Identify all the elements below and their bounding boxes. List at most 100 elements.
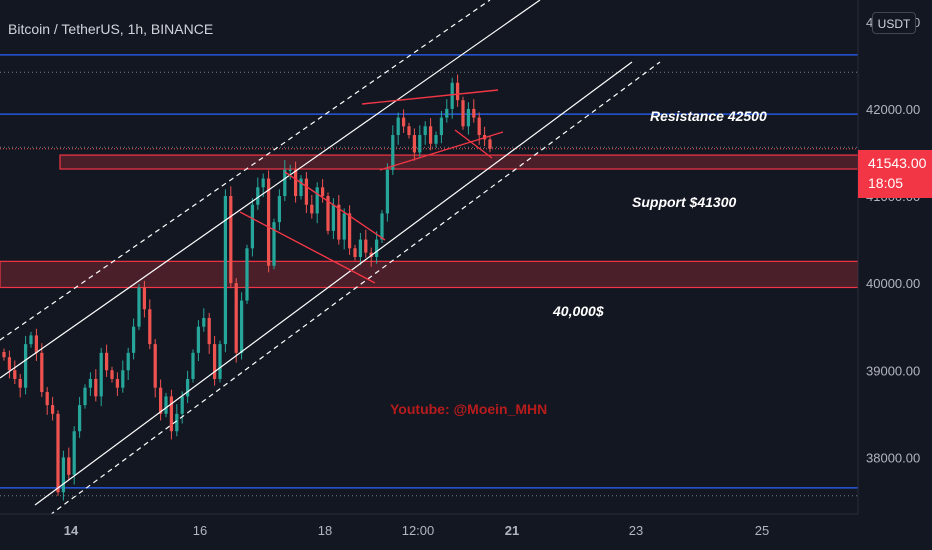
x-tick-label: 14 — [64, 523, 79, 538]
candle-body — [445, 108, 449, 118]
candle-body — [364, 239, 368, 253]
candle-body — [148, 309, 152, 345]
support-label: Support $41300 — [632, 194, 737, 210]
candle-body — [261, 178, 265, 188]
candle-body — [472, 108, 476, 118]
candle-body — [196, 326, 201, 353]
candle-body — [115, 378, 120, 388]
candle-body — [202, 317, 206, 327]
x-tick-label: 12:00 — [402, 523, 435, 538]
candle-body — [94, 378, 98, 397]
watermark-text: Youtube: @Moein_MHN — [390, 401, 548, 417]
candle-body — [175, 413, 179, 432]
triangle-upper-line — [361, 89, 499, 105]
candle-body — [83, 387, 87, 406]
candle-body — [137, 287, 141, 327]
price-axis-panel — [858, 0, 932, 514]
candle-body — [18, 378, 22, 388]
candle-body — [466, 108, 471, 127]
candle-body — [396, 117, 400, 136]
candle-body — [412, 135, 417, 153]
candle-countdown: 18:05 — [868, 175, 904, 191]
candle-body — [110, 370, 114, 379]
candle-body — [358, 239, 363, 257]
candle-body — [169, 396, 174, 432]
candle-body — [391, 135, 395, 170]
candle-body — [272, 222, 276, 266]
candle-body — [121, 370, 125, 388]
candle-body — [331, 204, 336, 231]
candle-body — [428, 126, 433, 144]
candle-body — [23, 344, 28, 388]
trend-drawings-layer — [0, 0, 661, 516]
candle-body — [77, 405, 82, 432]
zone-box-1 — [0, 260, 859, 289]
channel-upper-dashed-line — [0, 0, 491, 341]
x-tick-label: 16 — [193, 523, 207, 538]
y-tick-label: 38000.00 — [866, 450, 920, 465]
candle-body — [342, 213, 346, 240]
candle-body — [250, 204, 255, 249]
candle-body — [277, 196, 282, 223]
candle-body — [99, 352, 103, 397]
x-tick-label: 23 — [629, 523, 643, 538]
candle-body — [353, 248, 357, 257]
candle-body — [223, 196, 228, 345]
candle-body — [229, 196, 233, 284]
candle-body — [434, 135, 438, 144]
candle-body — [418, 135, 422, 153]
candle-body — [304, 178, 309, 205]
candle-body — [488, 139, 492, 149]
zone-box-0 — [59, 154, 859, 170]
y-tick-label: 40000.00 — [866, 276, 920, 291]
candle-body — [283, 169, 287, 197]
y-tick-label: 42000.00 — [866, 102, 920, 117]
candle-body — [266, 178, 271, 266]
channel-lower-line — [34, 61, 633, 506]
candle-body — [439, 117, 444, 136]
candle-body — [45, 392, 49, 406]
y-tick-label: 39000.00 — [866, 363, 920, 378]
currency-button[interactable]: USDT — [872, 12, 916, 34]
candle-body — [288, 169, 292, 171]
candle-body — [180, 396, 184, 414]
candle-body — [245, 248, 249, 301]
candle-body — [34, 335, 39, 353]
candle-body — [401, 117, 406, 127]
candle-body — [315, 187, 319, 214]
candle-body — [207, 317, 211, 345]
candle-body — [256, 187, 260, 205]
candle-body — [320, 187, 325, 197]
chart-title: Bitcoin / TetherUS, 1h, BINANCE — [8, 21, 214, 37]
candle-body — [423, 126, 427, 136]
last-price-tag: 41543.00 18:05 — [858, 150, 932, 198]
candle-body — [374, 239, 379, 257]
candle-body — [326, 196, 330, 231]
candle-body — [104, 352, 109, 371]
candle-body — [40, 352, 44, 393]
candle-body — [185, 378, 190, 397]
candle-body — [477, 117, 481, 136]
wedge-lower-line — [239, 211, 376, 284]
candle-body — [461, 100, 465, 127]
candle-body — [164, 396, 168, 414]
candle-body — [153, 344, 157, 388]
candle-body — [450, 82, 454, 109]
candle-body — [337, 204, 341, 240]
candle-body — [61, 457, 66, 493]
candle-body — [29, 335, 33, 345]
time-axis-panel — [0, 514, 932, 550]
candle-body — [380, 213, 384, 240]
horizontal-lines-layer — [0, 54, 858, 497]
candle-body — [299, 178, 303, 197]
candle-body — [385, 169, 390, 214]
candle-body — [455, 82, 460, 101]
candle-body — [293, 169, 298, 197]
resistance-label: Resistance 42500 — [650, 108, 767, 124]
wedge-upper-line — [284, 171, 386, 241]
level-40k-label: 40,000$ — [553, 303, 604, 319]
channel-upper-line — [0, 0, 541, 379]
candle-body — [191, 352, 195, 379]
